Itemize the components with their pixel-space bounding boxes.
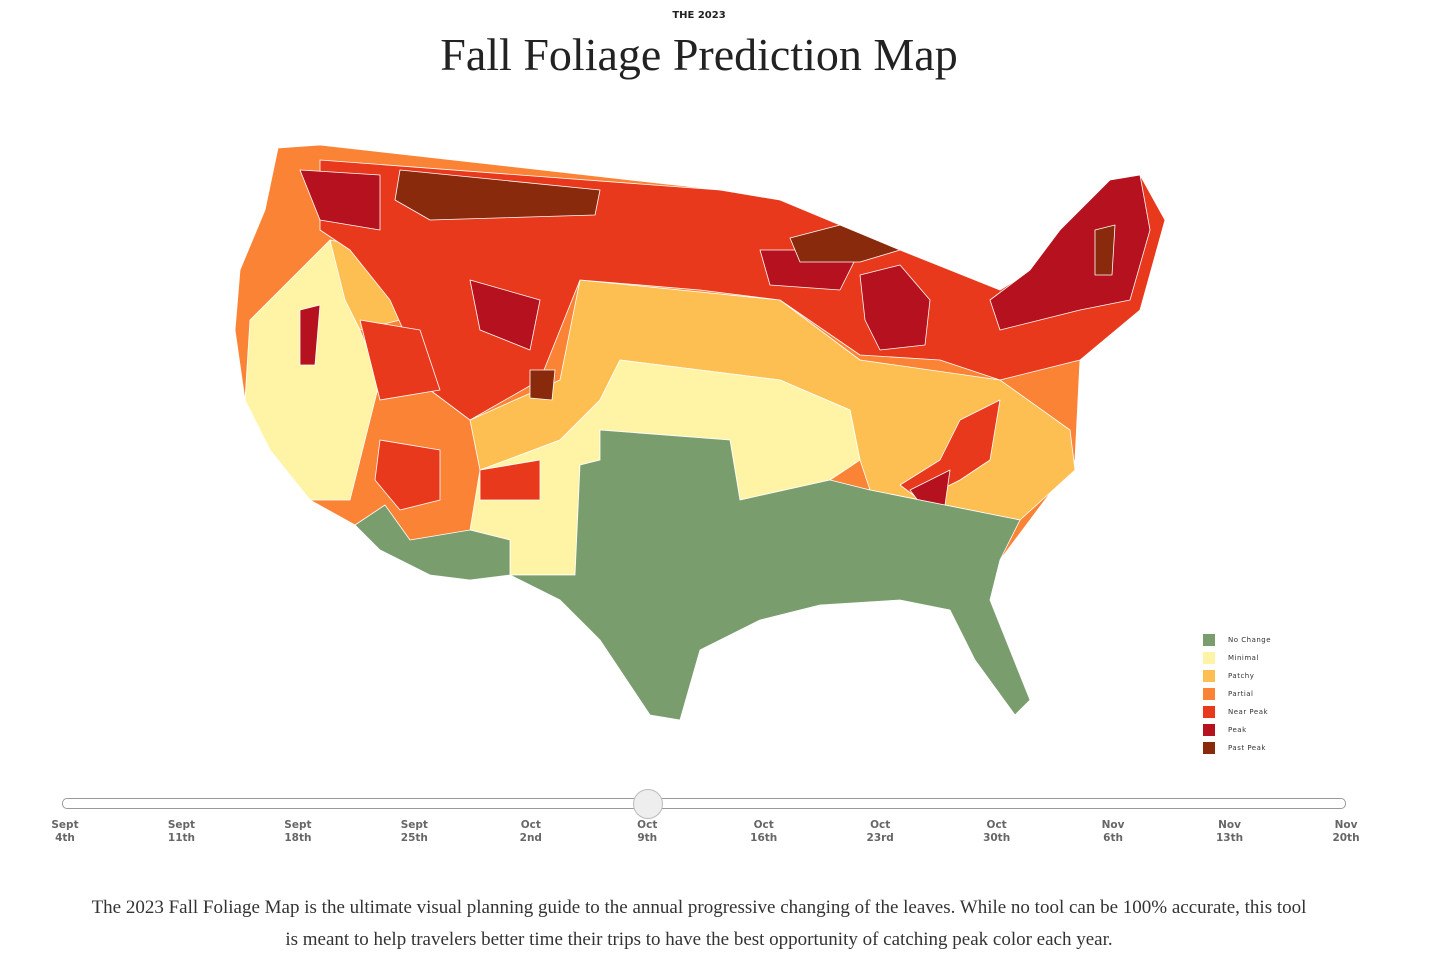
us-map[interactable] [0, 0, 1440, 780]
slider-label-month: Oct [870, 819, 891, 831]
slider-label[interactable]: Sept 4th [25, 819, 105, 845]
slider-label-day: 13th [1215, 832, 1244, 844]
legend-swatch [1203, 634, 1215, 646]
date-slider-thumb[interactable] [633, 789, 663, 819]
legend-label: Peak [1228, 726, 1247, 734]
slider-label[interactable]: Nov 20th [1306, 819, 1386, 845]
kicker: THE 2023 [672, 10, 726, 21]
slider-label-month: Oct [520, 819, 541, 831]
date-slider-track[interactable] [62, 798, 1346, 809]
map-region[interactable] [529, 369, 556, 401]
slider-label-month: Oct [753, 819, 774, 831]
map-region[interactable] [859, 264, 931, 351]
slider-label-day: 23rd [866, 832, 894, 844]
legend-label: Patchy [1228, 672, 1255, 680]
slider-label-day: 18th [284, 832, 312, 844]
description: The 2023 Fall Foliage Map is the ultimat… [91, 897, 1307, 950]
map-region[interactable] [789, 224, 901, 263]
map-region[interactable] [359, 319, 441, 401]
legend-item: Near Peak [1203, 703, 1271, 721]
legend-item: No Change [1203, 631, 1271, 649]
legend-swatch [1203, 652, 1215, 664]
legend-label: Partial [1228, 690, 1254, 698]
slider-label-month: Sept [51, 819, 79, 831]
map-region[interactable] [1094, 224, 1116, 276]
slider-label[interactable]: Oct 23rd [840, 819, 920, 845]
slider-label-month: Sept [400, 819, 428, 831]
legend-label: Minimal [1228, 654, 1259, 662]
slider-label-day: 25th [400, 832, 428, 844]
legend-swatch [1203, 724, 1215, 736]
page-title: Fall Foliage Prediction Map [440, 29, 958, 80]
map-region[interactable] [299, 169, 381, 231]
slider-label-month: Sept [284, 819, 312, 831]
legend-swatch [1203, 706, 1215, 718]
slider-label[interactable]: Oct 30th [957, 819, 1037, 845]
legend-item: Minimal [1203, 649, 1271, 667]
slider-label-day: 6th [1103, 832, 1123, 844]
legend-item: Partial [1203, 685, 1271, 703]
legend-label: Past Peak [1228, 744, 1266, 752]
map-region[interactable] [374, 439, 441, 511]
legend: No Change Minimal Patchy Partial Near Peak Pe… [1203, 631, 1271, 757]
legend-label: Near Peak [1228, 708, 1269, 716]
slider-label-month: Nov [1218, 819, 1241, 831]
legend-item: Patchy [1203, 667, 1271, 685]
slider-label[interactable]: Oct 2nd [491, 819, 571, 845]
slider-label-day: 9th [637, 832, 658, 844]
legend-swatch [1203, 688, 1215, 700]
slider-label-day: 11th [167, 832, 195, 844]
slider-label-month: Oct [986, 819, 1007, 831]
legend-swatch [1203, 670, 1215, 682]
map-region[interactable] [479, 459, 541, 501]
map-region[interactable] [394, 169, 601, 221]
legend-item: Peak [1203, 721, 1271, 739]
slider-label-month: Oct [637, 819, 658, 831]
map-region[interactable] [989, 174, 1151, 331]
legend-item: Past Peak [1203, 739, 1271, 757]
slider-label[interactable]: Sept 11th [141, 819, 221, 845]
legend-swatch [1203, 742, 1215, 754]
slider-label-day: 2nd [519, 832, 542, 844]
map-region[interactable] [469, 279, 541, 351]
legend-label: No Change [1228, 636, 1272, 644]
slider-label-month: Sept [167, 819, 196, 831]
slider-label[interactable]: Sept 25th [374, 819, 454, 845]
map-region[interactable] [299, 304, 321, 366]
slider-label[interactable]: Oct 16th [724, 819, 804, 845]
slider-label-month: Nov [1334, 819, 1358, 831]
slider-label[interactable]: Nov 6th [1073, 819, 1153, 845]
slider-label-day: 20th [1332, 832, 1360, 844]
slider-label-day: 16th [750, 832, 778, 844]
slider-label[interactable]: Oct 9th [607, 819, 687, 845]
slider-label[interactable]: Nov 13th [1190, 819, 1270, 845]
slider-label-day: 4th [55, 832, 75, 844]
slider-label-day: 30th [983, 832, 1011, 844]
slider-label[interactable]: Sept 18th [258, 819, 338, 845]
map-region[interactable] [354, 504, 511, 581]
slider-label-month: Nov [1101, 819, 1125, 831]
